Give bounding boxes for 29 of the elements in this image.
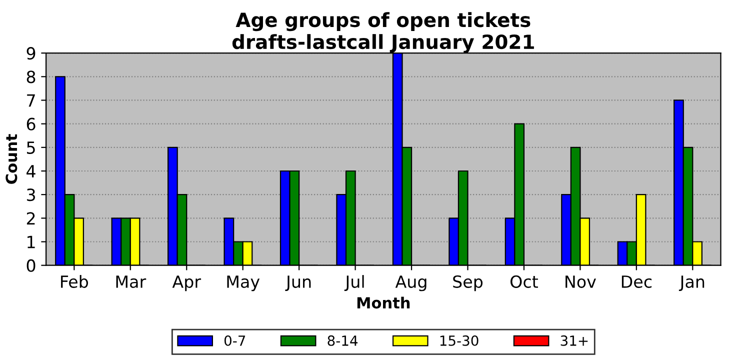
y-tick-label: 9 [26,47,36,60]
y-tick-label: 4 [26,165,36,178]
x-axis-title: Month [357,296,410,309]
x-tick-label: Jan [678,276,704,292]
y-axis-title: Count [6,134,18,184]
chart-title: Age groups of open tickets drafts-lastcall January 2021 [232,12,534,54]
legend-label: 0-7 [224,335,246,346]
y-tick-label: 0 [26,259,36,272]
legend-label: 15-30 [440,335,478,346]
x-tick-label: Mar [116,276,146,288]
y-tick-label: 2 [26,212,35,224]
x-tick-label: Sep [453,275,483,292]
y-tick-label: 6 [26,118,36,130]
x-tick-label: Aug [395,276,426,292]
y-tick-label: 5 [27,142,35,154]
legend-label: 8-14 [328,335,358,346]
legend-label: 31+ [560,335,588,346]
x-tick-label: Oct [510,275,538,288]
x-tick-label: Apr [172,276,202,292]
x-tick-label: Nov [566,276,596,288]
x-tick-label: Jul [344,275,364,292]
y-tick-label: 3 [26,188,35,202]
y-tick-label: 1 [28,236,35,248]
x-tick-label: Jun [285,276,311,292]
x-tick-label: May [227,276,260,292]
y-tick-label: 8 [26,70,36,84]
x-tick-label: Dec [622,276,652,288]
y-tick-label: 7 [27,94,35,107]
x-tick-label: Feb [61,275,88,288]
